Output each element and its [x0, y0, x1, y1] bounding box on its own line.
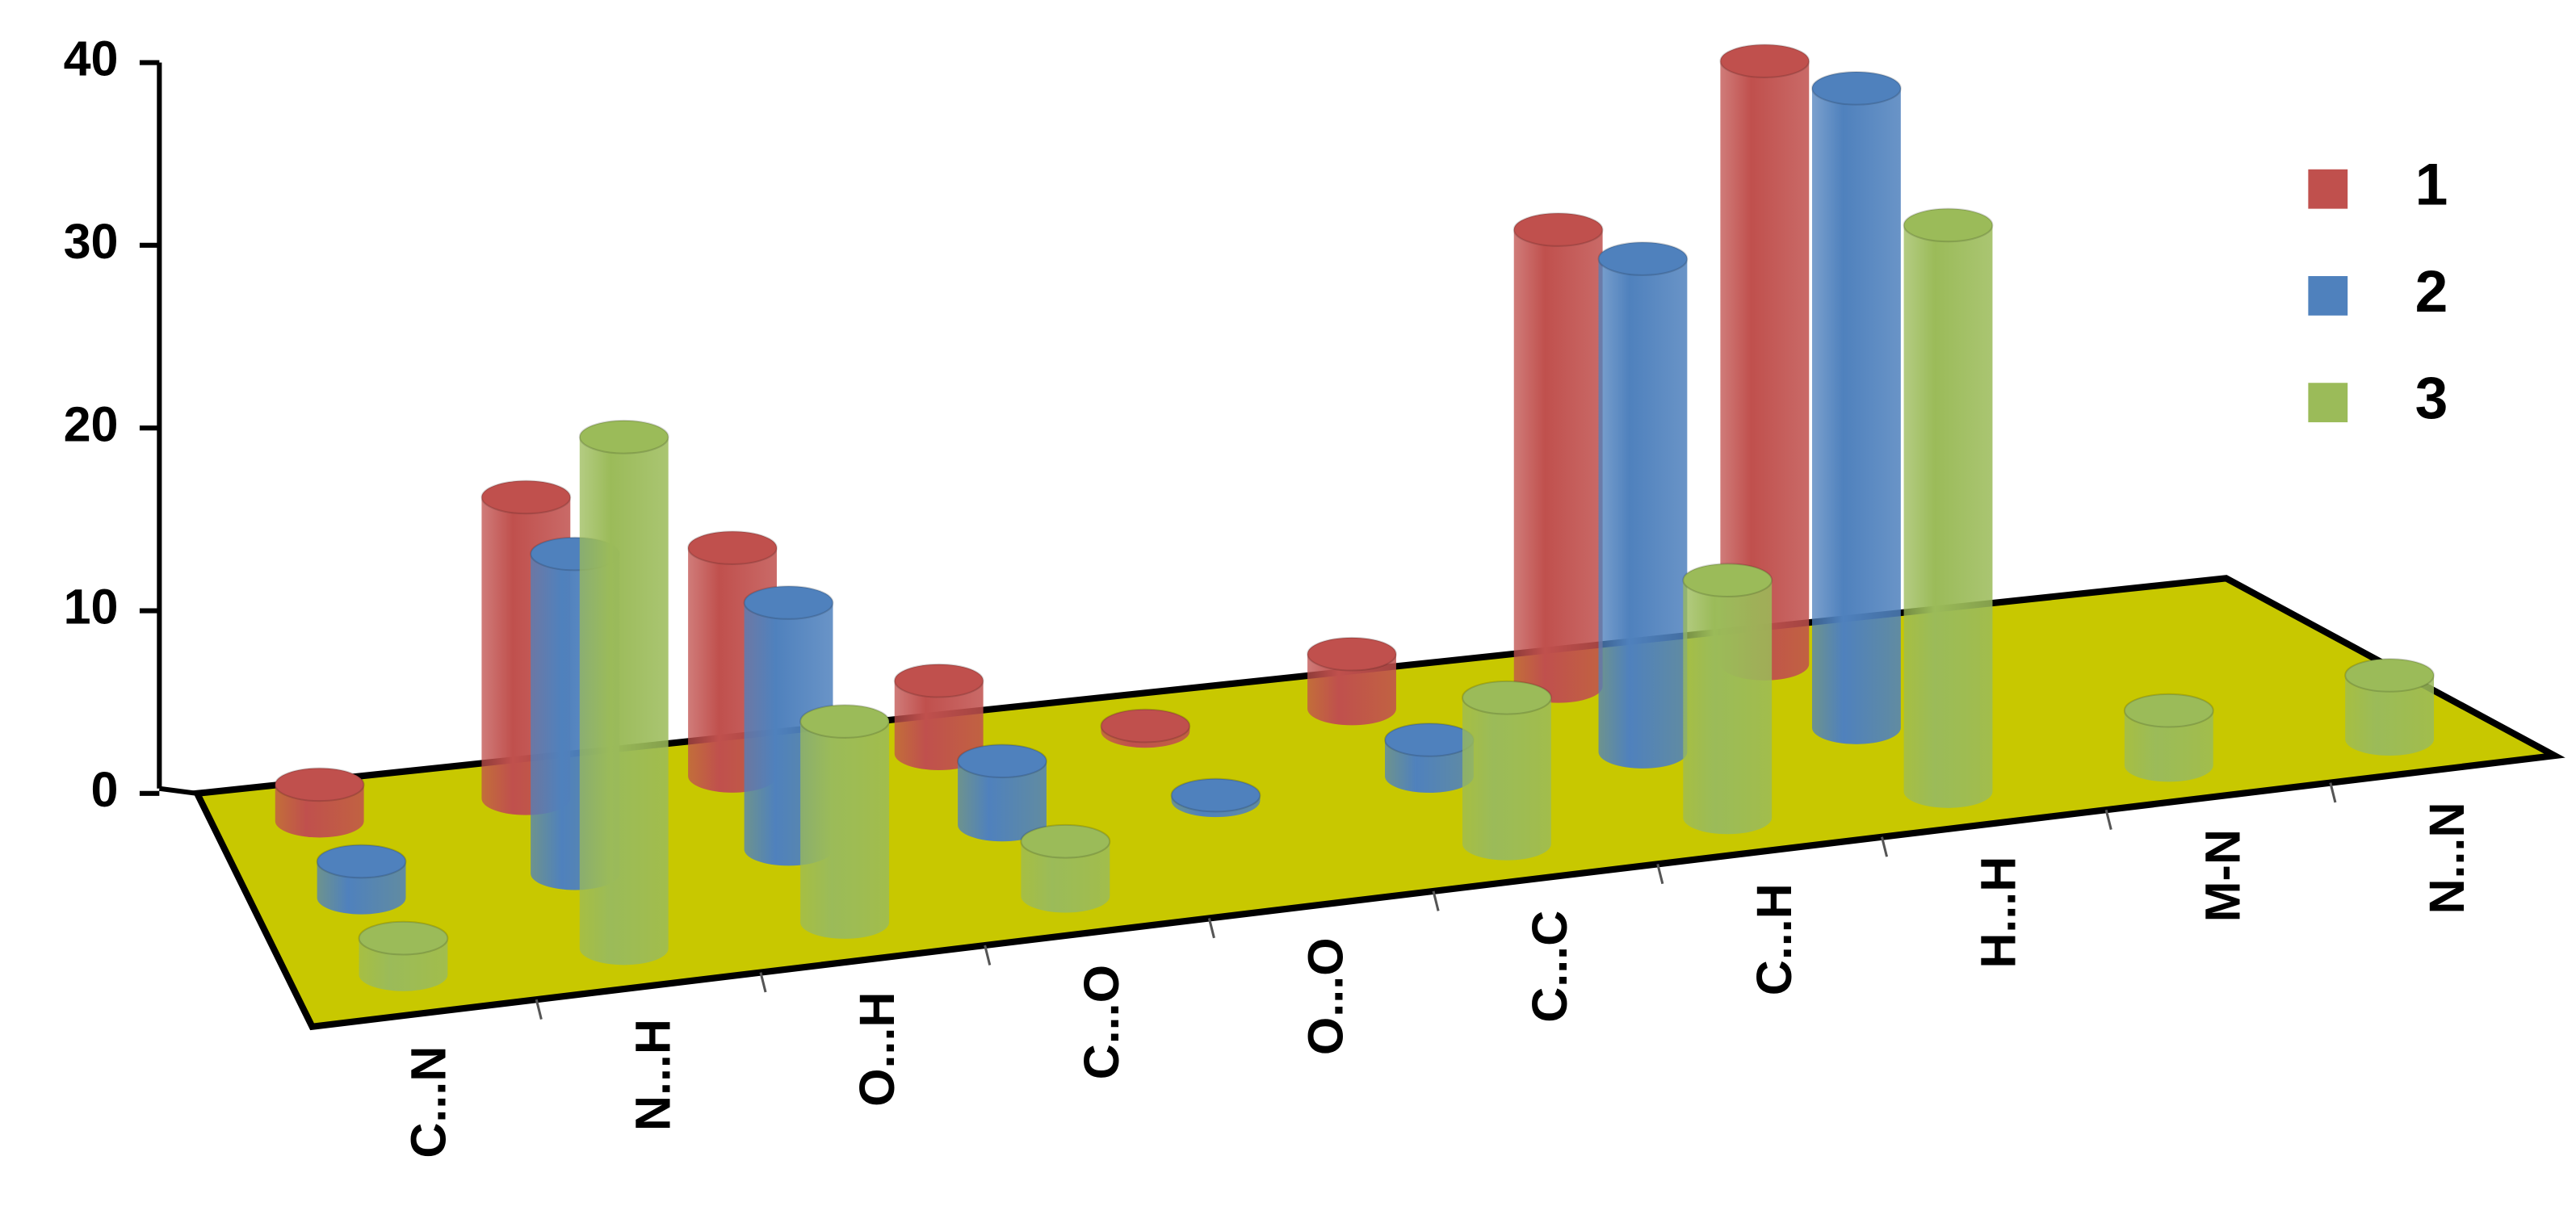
cylinder-top [957, 744, 1047, 779]
x-tick-label: O...O [1298, 937, 1353, 1055]
cylinder-body [1720, 61, 1810, 681]
cylinder-body [2345, 675, 2435, 756]
x-tick-label: N...N [2419, 802, 2474, 915]
cylinder-top [2123, 693, 2214, 728]
cylinder-body [1598, 258, 1688, 769]
cylinder-body [1903, 224, 1993, 808]
cylinder-body [1462, 697, 1551, 861]
cylinder-top [1170, 777, 1261, 813]
x-tick-label: C...H [1747, 883, 1802, 995]
cylinder-top [2344, 658, 2435, 693]
x-tick-label: N...H [625, 1019, 680, 1131]
category-divider [1880, 836, 1889, 857]
y-tick-label: 0 [91, 762, 119, 817]
y-axis-foot [158, 785, 198, 796]
cylinder-top [743, 585, 834, 620]
x-tick-label: H...H [1971, 857, 2026, 969]
cylinder-top [316, 844, 407, 879]
x-tick-label: C...O [1074, 965, 1129, 1079]
y-tick-label: 30 [64, 214, 119, 269]
cylinder-top [1461, 680, 1552, 715]
cylinder-top [1384, 723, 1475, 757]
legend-label: 2 [2415, 258, 2448, 325]
y-tick-label: 40 [64, 31, 119, 86]
y-tick-label: 10 [64, 580, 119, 635]
category-divider [1656, 863, 1664, 885]
category-divider [1432, 890, 1440, 911]
cylinder-top [1719, 44, 1810, 78]
x-tick-label: C...C [1522, 911, 1577, 1023]
cylinder-top [1682, 563, 1773, 598]
cylinder-body [579, 437, 669, 966]
cylinder-top [893, 663, 984, 698]
legend-swatch [2308, 169, 2348, 209]
cylinder-top [1597, 241, 1689, 276]
cylinder-body [1307, 654, 1396, 726]
y-tick-label: 20 [64, 396, 119, 451]
cylinder-top [1100, 708, 1191, 744]
cylinder-body [1811, 88, 1901, 744]
cylinder-top [1903, 207, 1994, 243]
legend-swatch [2308, 383, 2348, 423]
category-divider [2104, 809, 2112, 830]
category-divider [984, 945, 992, 966]
category-divider [759, 972, 767, 993]
cylinder-body [958, 760, 1047, 842]
cylinder-top [358, 920, 449, 956]
cylinder-top [480, 480, 572, 515]
x-tick-label: C...N [401, 1046, 456, 1158]
cylinder-top [274, 767, 365, 802]
cylinder-body [894, 681, 984, 771]
legend-label: 1 [2415, 152, 2448, 218]
cylinder-top [799, 704, 890, 739]
category-divider [2329, 782, 2337, 803]
cylinder-top [1307, 636, 1397, 672]
cylinder-body [1021, 841, 1110, 913]
category-divider [535, 999, 543, 1020]
category-divider [1207, 918, 1215, 939]
cylinder-top [1020, 823, 1111, 859]
cylinder-body [2124, 710, 2213, 782]
cylinder-top [1810, 70, 1902, 106]
legend-swatch [2308, 276, 2348, 316]
x-tick-label: O...H [850, 992, 904, 1107]
x-tick-label: M-N [2195, 829, 2250, 922]
cylinder-top [578, 419, 669, 455]
cylinder-top [687, 530, 778, 565]
cylinder-body [1683, 580, 1773, 835]
cylinder-body [1513, 229, 1603, 703]
cylinder-top [1512, 212, 1604, 247]
legend-label: 3 [2415, 365, 2448, 431]
cylinder-body [800, 721, 889, 939]
